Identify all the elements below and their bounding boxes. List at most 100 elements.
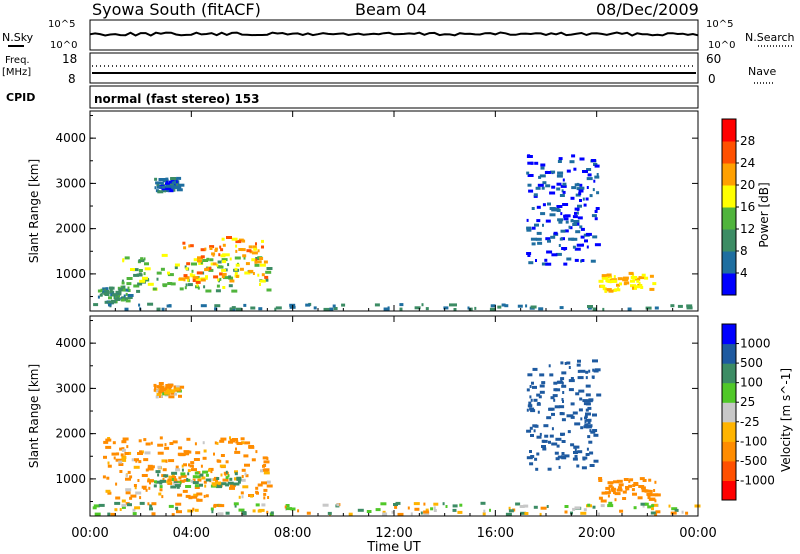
velocity-cell: [202, 441, 205, 445]
power-cell: [602, 276, 608, 280]
velocity-cell: [199, 473, 204, 477]
velocity-ylabel: Slant Range [km]: [27, 364, 41, 468]
power-cell: [160, 267, 165, 271]
power-cell: [592, 235, 598, 239]
power-cell: [154, 186, 157, 190]
power-cell: [220, 248, 224, 252]
velocity-cell: [149, 481, 151, 485]
velocity-cell: [220, 454, 225, 457]
velocity-cell: [163, 474, 169, 478]
power-cell: [167, 271, 170, 275]
colorbar-tick-label: 28: [740, 134, 755, 148]
velocity-cell: [107, 461, 110, 465]
power-cell: [561, 247, 568, 250]
power-cell: [100, 288, 103, 292]
power-cell: [204, 268, 210, 272]
velocity-cell: [526, 388, 530, 392]
velocity-cell: [586, 447, 589, 451]
power-cell: [164, 189, 167, 193]
velocity-cell: [255, 503, 260, 507]
velocity-cell: [155, 470, 161, 474]
velocity-cell: [238, 495, 241, 499]
power-cell: [559, 306, 564, 310]
power-cell: [178, 183, 185, 187]
power-cell: [574, 207, 580, 211]
colorbar-segment: [722, 421, 736, 442]
power-cell: [144, 267, 151, 271]
velocity-cell: [574, 454, 578, 458]
velocity-cell: [185, 450, 192, 454]
velocity-cell: [178, 446, 183, 450]
velocity-cell: [113, 456, 116, 460]
velocity-cell: [529, 385, 532, 388]
power-cell: [138, 303, 141, 307]
velocity-cell: [410, 512, 413, 516]
velocity-cell: [576, 363, 581, 367]
power-cell: [580, 227, 585, 231]
velocity-cell: [266, 457, 269, 461]
velocity-y-axis: 1000 2000 3000 4000: [55, 320, 698, 503]
power-cell: [138, 269, 143, 272]
power-cell: [640, 286, 644, 289]
velocity-cell: [112, 441, 116, 445]
velocity-cell: [174, 392, 178, 396]
power-cell: [612, 279, 617, 283]
power-cell: [573, 167, 577, 171]
velocity-cell: [243, 454, 249, 458]
power-cell: [574, 247, 581, 251]
power-cell: [259, 279, 266, 283]
velocity-cell: [173, 481, 178, 485]
velocity-cell: [266, 480, 271, 484]
velocity-cell: [227, 481, 234, 485]
velocity-cell: [547, 467, 552, 471]
velocity-cell: [93, 504, 100, 508]
power-cell: [235, 240, 242, 244]
velocity-cell: [549, 434, 554, 438]
velocity-cell: [125, 488, 132, 492]
power-cell: [576, 222, 580, 226]
velocity-cell: [257, 509, 262, 513]
power-cell: [107, 300, 113, 304]
power-cell: [595, 207, 600, 210]
power-cell: [547, 239, 551, 243]
velocity-cell: [217, 512, 224, 516]
y-tick-label: 4000: [55, 336, 86, 350]
power-cell: [221, 258, 228, 262]
power-cell: [124, 307, 129, 311]
power-cell: [174, 263, 180, 267]
velocity-cell: [195, 451, 201, 455]
velocity-cell: [234, 450, 241, 454]
velocity-cell: [582, 457, 586, 461]
power-cell: [160, 181, 163, 185]
velocity-cell: [552, 394, 558, 398]
velocity-cell: [266, 510, 269, 514]
velocity-cell: [194, 442, 197, 446]
velocity-cell: [616, 479, 623, 483]
velocity-cell: [357, 508, 364, 512]
power-cell: [140, 257, 144, 261]
velocity-cell: [154, 480, 157, 484]
colorbar-segment: [722, 273, 736, 296]
power-cell: [197, 259, 202, 263]
power-cell: [234, 271, 238, 275]
velocity-cell: [180, 472, 186, 476]
velocity-cell: [594, 368, 601, 372]
nsky-label: N.Sky: [2, 31, 34, 44]
velocity-cell: [171, 473, 175, 477]
colorbar-segment: [722, 207, 736, 230]
y-tick-label: 3000: [55, 381, 86, 395]
velocity-cell: [251, 458, 256, 462]
velocity-cell: [539, 390, 545, 394]
velocity-cell: [115, 496, 121, 500]
power-cell: [627, 307, 632, 311]
velocity-cell: [623, 478, 629, 481]
velocity-cell: [611, 489, 614, 493]
velocity-cell: [642, 479, 647, 482]
power-cell: [209, 258, 214, 262]
power-cell: [195, 280, 201, 284]
velocity-cell: [637, 496, 643, 500]
velocity-cell: [533, 429, 536, 433]
power-cell: [551, 185, 556, 189]
colorbar-tick-label: 25: [740, 395, 755, 409]
power-cell: [259, 283, 261, 286]
